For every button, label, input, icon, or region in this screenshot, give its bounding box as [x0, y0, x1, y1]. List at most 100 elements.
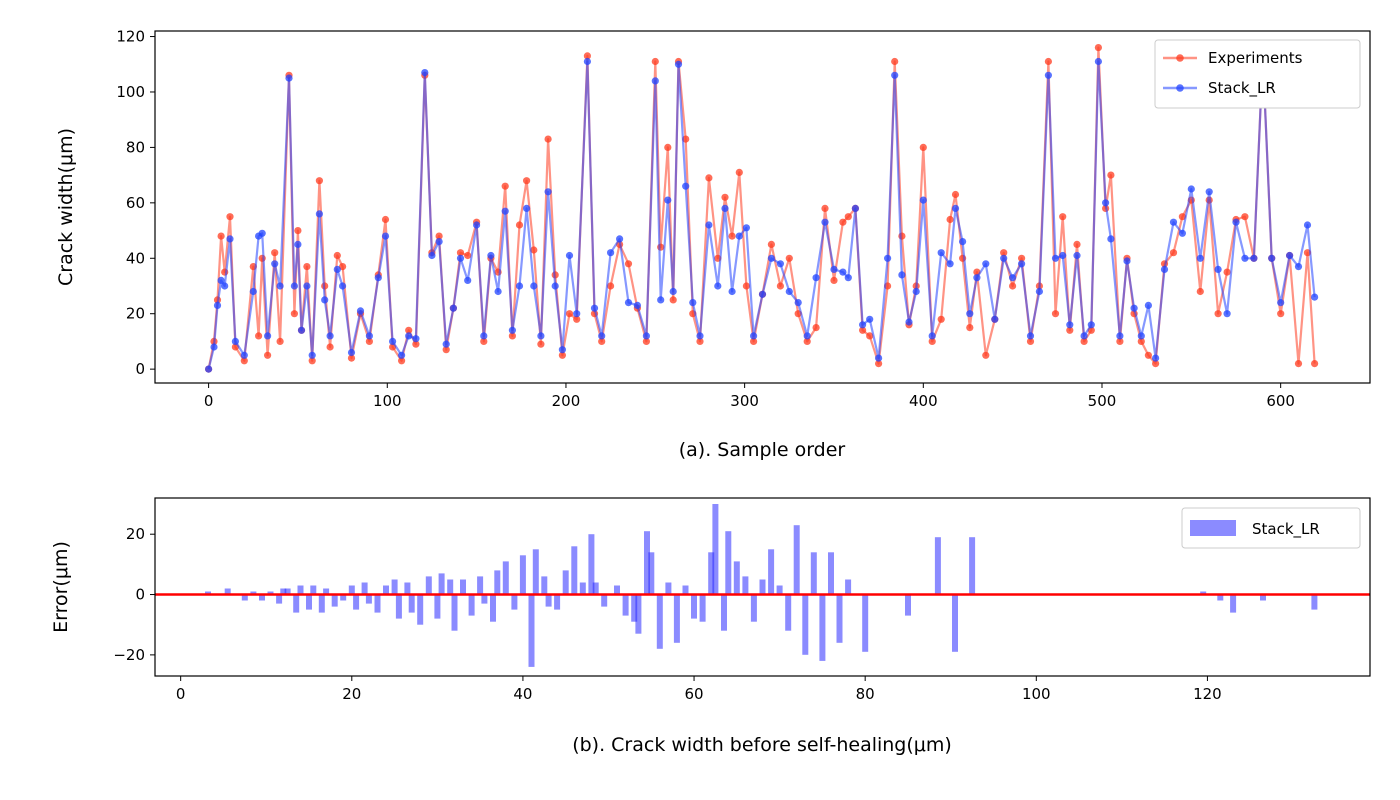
error-bar [1311, 594, 1318, 610]
stack-lr-point [412, 335, 420, 343]
stack-lr-point [1123, 257, 1131, 265]
experiments-point [381, 215, 390, 224]
stack-lr-point [642, 332, 651, 340]
experiments-point [1214, 310, 1222, 318]
stack-lr-point [830, 265, 838, 273]
error-bar [721, 594, 727, 631]
error-bar [323, 588, 330, 595]
stack-lr-point [812, 274, 820, 282]
stack-lr-point [607, 249, 615, 257]
x-tick-label: 0 [176, 685, 186, 703]
experiments-point [866, 332, 874, 340]
stack-lr-point [1169, 218, 1178, 226]
stack-lr-point [624, 299, 633, 307]
experiments-point [891, 57, 899, 66]
stack-lr-point [217, 276, 225, 284]
experiments-point [735, 168, 743, 176]
error-bar [750, 594, 757, 622]
bottom-bars-layer [205, 504, 1318, 667]
experiments-point [1044, 57, 1052, 66]
error-bar [699, 594, 706, 622]
error-bar [601, 594, 608, 607]
stack-lr-point [875, 354, 883, 362]
stack-lr-point [905, 318, 913, 326]
stack-lr-point [347, 348, 356, 357]
y-tick-label: 100 [116, 83, 145, 101]
experiments-point [607, 282, 615, 290]
stack-lr-point [696, 332, 704, 340]
error-bar [259, 594, 265, 601]
stack-lr-point [1009, 274, 1017, 282]
experiments-point [573, 315, 581, 323]
experiments-point [919, 143, 927, 151]
error-bar [952, 594, 958, 652]
experiments-point [642, 337, 651, 345]
experiments-point [583, 52, 592, 60]
stack-lr-point [258, 229, 266, 237]
stack-lr-point [428, 251, 436, 260]
stack-lr-point [776, 260, 785, 268]
error-bar [224, 588, 231, 595]
stack-lr-point [249, 287, 257, 296]
stack-lr-point [487, 251, 495, 260]
experiments-point [966, 324, 974, 332]
error-bar [417, 594, 424, 625]
top-plot-frame [154, 30, 1371, 384]
stack-lr-series-line [207, 54, 1316, 370]
stack-lr-point [657, 296, 665, 304]
error-bar [682, 585, 689, 595]
stack-lr-point [398, 351, 406, 359]
experiments-point [1073, 240, 1081, 248]
error-bar [447, 579, 454, 595]
stack-lr-point [1160, 265, 1169, 273]
experiments-point [651, 57, 659, 66]
stack-lr-point [374, 274, 382, 282]
experiments-point [750, 337, 758, 345]
experiments-point [1223, 268, 1231, 276]
experiments-point [705, 174, 713, 182]
experiments-point [1169, 249, 1178, 257]
experiments-point [294, 227, 302, 235]
y-tick-label: 20 [126, 305, 145, 323]
error-bar [644, 531, 650, 595]
error-bar [776, 585, 783, 595]
stack-lr-point [449, 304, 457, 312]
error-bar [250, 591, 257, 595]
error-bar [425, 576, 432, 595]
stack-lr-point [544, 188, 552, 196]
stack-lr-point [1066, 321, 1074, 329]
error-bar [545, 594, 552, 607]
experiments-point [1144, 351, 1152, 359]
experiments-point [875, 360, 883, 368]
error-bar [631, 594, 638, 622]
experiments-point [1009, 282, 1017, 290]
error-bar [1230, 594, 1237, 613]
error-bar [318, 594, 325, 613]
stack-lr-point [1232, 218, 1240, 226]
experiments-point [333, 251, 341, 260]
experiments-point [982, 351, 990, 359]
stack-lr-point [290, 282, 298, 290]
stack-lr-point [866, 315, 874, 323]
experiments-point [308, 357, 316, 365]
experiments-point [315, 177, 323, 185]
experiments-point [928, 337, 936, 345]
stack-lr-point [583, 57, 592, 66]
error-bar [374, 594, 381, 613]
experiments-point [303, 263, 311, 271]
stack-lr-point [405, 332, 413, 340]
y-tick-label: 80 [126, 138, 145, 156]
stack-lr-point [565, 251, 574, 260]
experiments-point [530, 246, 538, 254]
error-bar [691, 594, 697, 619]
error-bar [468, 594, 475, 616]
stack-lr-point [1205, 188, 1213, 196]
stack-lr-point [991, 315, 999, 323]
stack-lr-point [1035, 287, 1043, 296]
stack-lr-point [537, 332, 545, 340]
stack-lr-point [616, 235, 624, 243]
error-bar [819, 594, 826, 661]
experiments-point [624, 260, 633, 268]
stack-lr-point [421, 69, 429, 77]
